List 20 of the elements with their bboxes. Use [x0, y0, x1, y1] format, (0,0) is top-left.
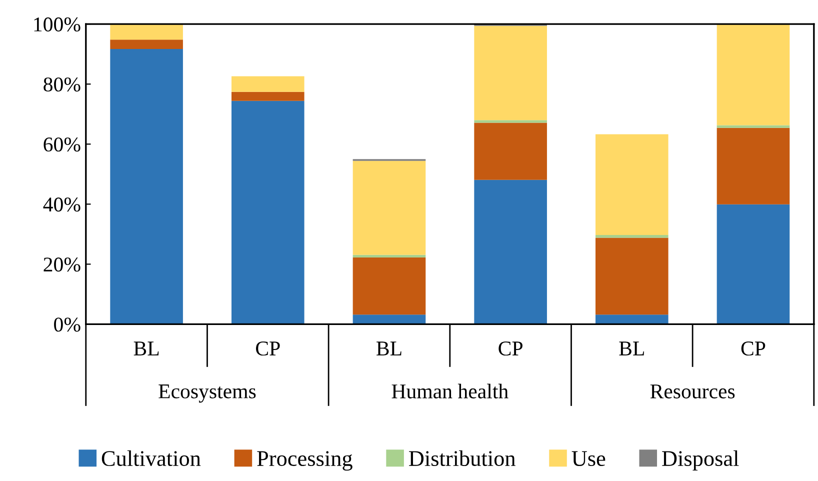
x-tick-label: BL	[134, 342, 159, 356]
y-tick-label: 0%	[54, 318, 80, 332]
text: Ecosystems	[158, 384, 256, 403]
x-tick-label: BL	[619, 342, 644, 356]
x-tick-label: CP	[498, 342, 522, 356]
x-tick-label: CP	[741, 342, 766, 356]
text: Resources	[650, 384, 735, 398]
y-tick-label: 100%	[34, 17, 80, 32]
legend-label: Processing	[257, 451, 352, 471]
y-tick-label: 40%	[43, 198, 80, 212]
legend-label: Distribution	[409, 450, 516, 466]
y-tick-label: 20%	[44, 258, 80, 272]
legend-label: Cultivation	[102, 450, 201, 466]
text: Human health	[392, 384, 508, 398]
y-tick-label: 80%	[44, 77, 80, 92]
legend-label: Use	[572, 451, 606, 466]
legend-label: Disposal	[662, 450, 739, 471]
x-tick-label: BL	[376, 342, 402, 356]
y-tick-label: 60%	[44, 137, 80, 152]
x-tick-label: CP	[256, 342, 280, 356]
